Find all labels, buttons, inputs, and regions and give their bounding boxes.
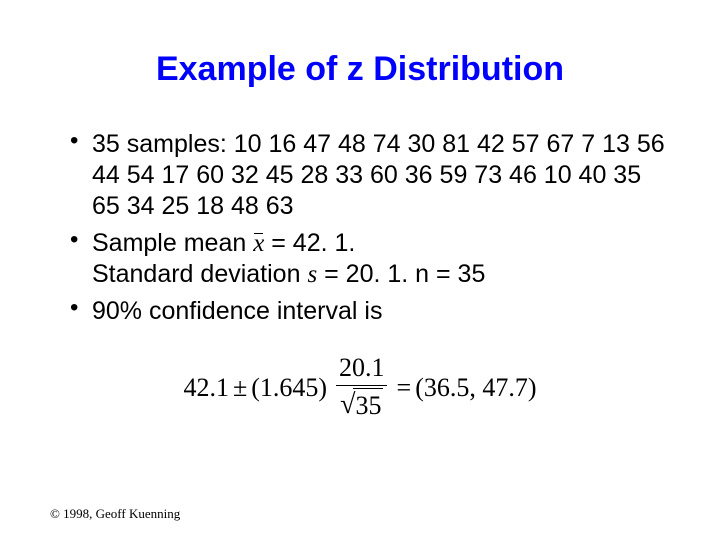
- samples-prefix: 35 samples:: [92, 130, 234, 158]
- stddev-label: Standard deviation: [92, 260, 307, 288]
- bullet-stats: Sample mean x = 42. 1. Standard deviatio…: [70, 228, 670, 290]
- eq-z: (1.645): [251, 373, 327, 403]
- eq-mean: 42.1: [183, 373, 229, 403]
- mean-value: = 42. 1.: [264, 229, 355, 257]
- bullet-ci: 90% confidence interval is: [70, 296, 670, 327]
- confidence-equation: 42.1 ± (1.645) 20.1 √ 35 = (36.5, 47.7): [50, 353, 670, 423]
- stddev-symbol: s: [307, 261, 317, 288]
- eq-result: (36.5, 47.7): [415, 373, 536, 403]
- slide: Example of z Distribution 35 samples: 10…: [0, 0, 720, 540]
- bullet-list: 35 samples: 10 16 47 48 74 30 81 42 57 6…: [50, 129, 670, 327]
- sqrt: √ 35: [340, 388, 383, 423]
- eq-frac-num: 20.1: [335, 353, 389, 385]
- copyright: © 1998, Geoff Kuenning: [50, 506, 180, 522]
- eq-pm: ±: [233, 373, 247, 403]
- mean-label: Sample mean: [92, 229, 253, 257]
- eq-fraction: 20.1 √ 35: [335, 353, 389, 423]
- eq-frac-den: √ 35: [336, 385, 387, 423]
- xbar-symbol: x: [253, 228, 264, 259]
- ci-text: 90% confidence interval is: [92, 297, 382, 325]
- sqrt-arg: 35: [353, 388, 383, 423]
- slide-title: Example of z Distribution: [50, 50, 670, 89]
- stddev-value: = 20. 1. n = 35: [317, 260, 485, 288]
- bullet-samples: 35 samples: 10 16 47 48 74 30 81 42 57 6…: [70, 129, 670, 222]
- eq-equals: =: [397, 373, 412, 403]
